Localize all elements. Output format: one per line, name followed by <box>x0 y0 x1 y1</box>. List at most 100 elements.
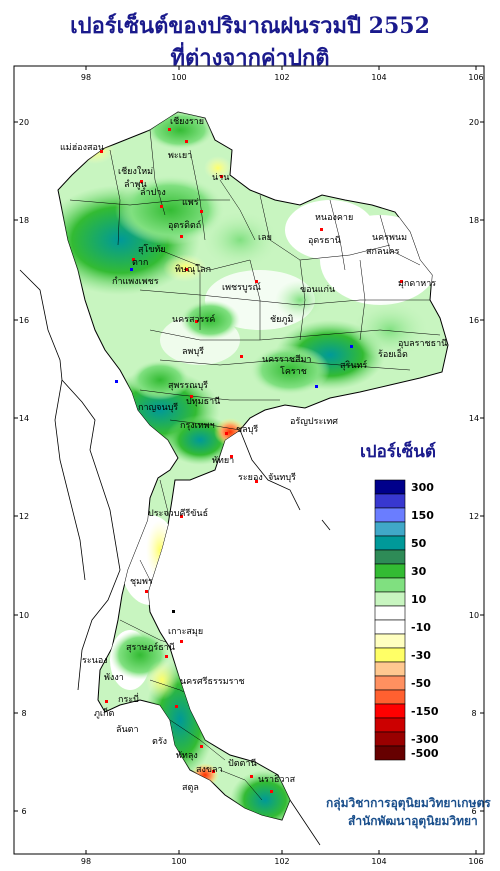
lat-label-right: 16 <box>469 316 479 325</box>
lat-label-right: 20 <box>469 118 479 127</box>
legend-swatch <box>374 507 406 523</box>
legend-swatch <box>374 577 406 593</box>
legend-value: -10 <box>411 621 431 634</box>
place-label: สุพรรณบุรี <box>168 380 208 391</box>
place-label: เชียงใหม่ <box>118 166 153 177</box>
legend-swatch <box>374 521 406 537</box>
place-label: นครสวรรค์ <box>172 313 215 325</box>
place-label: ลพบุรี <box>182 346 204 357</box>
lat-label-left: 20 <box>19 118 29 127</box>
place-label: ปัตตานี <box>228 758 257 769</box>
lon-label-bottom: 106 <box>468 857 483 866</box>
legend-swatch <box>374 647 406 663</box>
legend-swatch <box>374 717 406 733</box>
legend-swatch <box>374 605 406 621</box>
place-label: ระยอง <box>238 473 263 483</box>
place-label: ชัยภูมิ <box>270 314 293 325</box>
credit-line2: สำนักพัฒนาอุตุนิยมวิทยา <box>348 814 478 828</box>
legend-value: -30 <box>411 649 431 662</box>
legend-swatch <box>374 731 406 747</box>
legend-swatch <box>374 633 406 649</box>
place-label: น่าน <box>212 173 229 183</box>
place-label: มุกดาหาร <box>398 279 436 289</box>
legend-value: 50 <box>411 537 427 550</box>
legend-value: -150 <box>411 705 439 718</box>
place-label: พังงา <box>104 673 124 683</box>
lon-label-top: 100 <box>171 73 186 82</box>
place-label: ระนอง <box>82 656 108 666</box>
place-label: ชุมพร <box>130 577 153 587</box>
place-label: อุดรธานี <box>308 235 341 246</box>
place-label: นราธิวาส <box>258 774 296 785</box>
legend-title: เปอร์เซ็นต์ <box>360 442 436 462</box>
lon-label-top: 102 <box>274 73 289 82</box>
place-label: กรุงเทพฯ <box>180 421 215 431</box>
lon-label-bottom: 104 <box>371 857 386 866</box>
place-labels: เชียงราย แม่ฮ่องสอน เชียงใหม่ พะเยา น่าน… <box>60 116 447 793</box>
place-label: พิษณุโลก <box>175 264 211 275</box>
legend-swatch <box>374 619 406 635</box>
legend-swatch <box>374 563 406 579</box>
legend-value: 10 <box>411 593 427 606</box>
place-label: แพร่ <box>182 198 199 208</box>
lat-label-right: 10 <box>469 611 479 620</box>
legend-value: 150 <box>411 509 434 522</box>
lon-label-top: 98 <box>81 73 91 82</box>
place-label: เพชรบูรณ์ <box>222 281 261 293</box>
place-label: เกาะสมุย <box>168 627 203 637</box>
place-label: พัทลุง <box>176 751 198 761</box>
place-label: ตรัง <box>152 737 167 747</box>
lat-label-right: 14 <box>469 414 479 423</box>
legend-value: 300 <box>411 481 434 494</box>
legend-color-bar <box>374 479 406 761</box>
place-label: ขอนแก่น <box>300 285 335 295</box>
place-label: พัทยา <box>212 456 234 466</box>
place-label: โคราช <box>280 366 307 377</box>
legend-swatch <box>374 675 406 691</box>
lat-label-right: 12 <box>469 512 479 521</box>
place-label: อุบลราชธานี <box>398 338 447 349</box>
lat-label-right: 8 <box>471 709 476 718</box>
lat-label-left: 10 <box>19 611 29 620</box>
legend-value: 30 <box>411 565 427 578</box>
place-label: กระบี่ <box>118 692 139 705</box>
place-label: เชียงราย <box>170 116 204 127</box>
place-label: จันทบุรี <box>268 472 296 483</box>
lon-label-bottom: 100 <box>171 857 186 866</box>
legend-swatch <box>374 535 406 551</box>
lat-label-left: 18 <box>19 216 29 225</box>
place-label: ลำปาง <box>140 187 166 198</box>
place-label: ตาก <box>132 258 148 268</box>
province-lines <box>69 129 441 801</box>
place-label: ชลบุรี <box>236 424 258 435</box>
lat-label-left: 8 <box>21 709 26 718</box>
place-label: สงขลา <box>196 765 223 775</box>
place-label: หนองคาย <box>315 213 353 223</box>
place-label: ลำพูน <box>124 179 147 190</box>
legend-swatch <box>374 689 406 705</box>
lat-label-left: 12 <box>19 512 29 521</box>
lat-label-left: 6 <box>21 807 26 816</box>
place-label: อรัญประเทศ <box>290 417 338 427</box>
legend-swatch <box>374 703 406 719</box>
place-label: แม่ฮ่องสอน <box>60 143 104 153</box>
legend-swatch <box>374 549 406 565</box>
legend-swatch <box>374 591 406 607</box>
lon-label-bottom: 98 <box>81 857 91 866</box>
lon-label-top: 104 <box>371 73 386 82</box>
neighbor-borders <box>19 269 331 846</box>
lat-label-left: 14 <box>19 414 29 423</box>
place-label: ปทุมธานี <box>186 396 220 407</box>
legend-value: -500 <box>411 747 439 760</box>
place-label: นครราชสีมา <box>262 354 311 365</box>
map-title-line1: เปอร์เซ็นต์ของปริมาณฝนรวมปี 2552 <box>70 13 430 39</box>
place-label: ลันตา <box>116 725 139 735</box>
place-label: พะเยา <box>168 151 192 161</box>
legend-swatch <box>374 493 406 509</box>
place-label: เลย <box>258 233 272 243</box>
legend-value: -50 <box>411 677 431 690</box>
place-label: สุราษฎร์ธานี <box>126 641 175 653</box>
place-label: ร้อยเอ็ด <box>378 347 408 360</box>
place-label: ภูเก็ต <box>94 706 114 719</box>
